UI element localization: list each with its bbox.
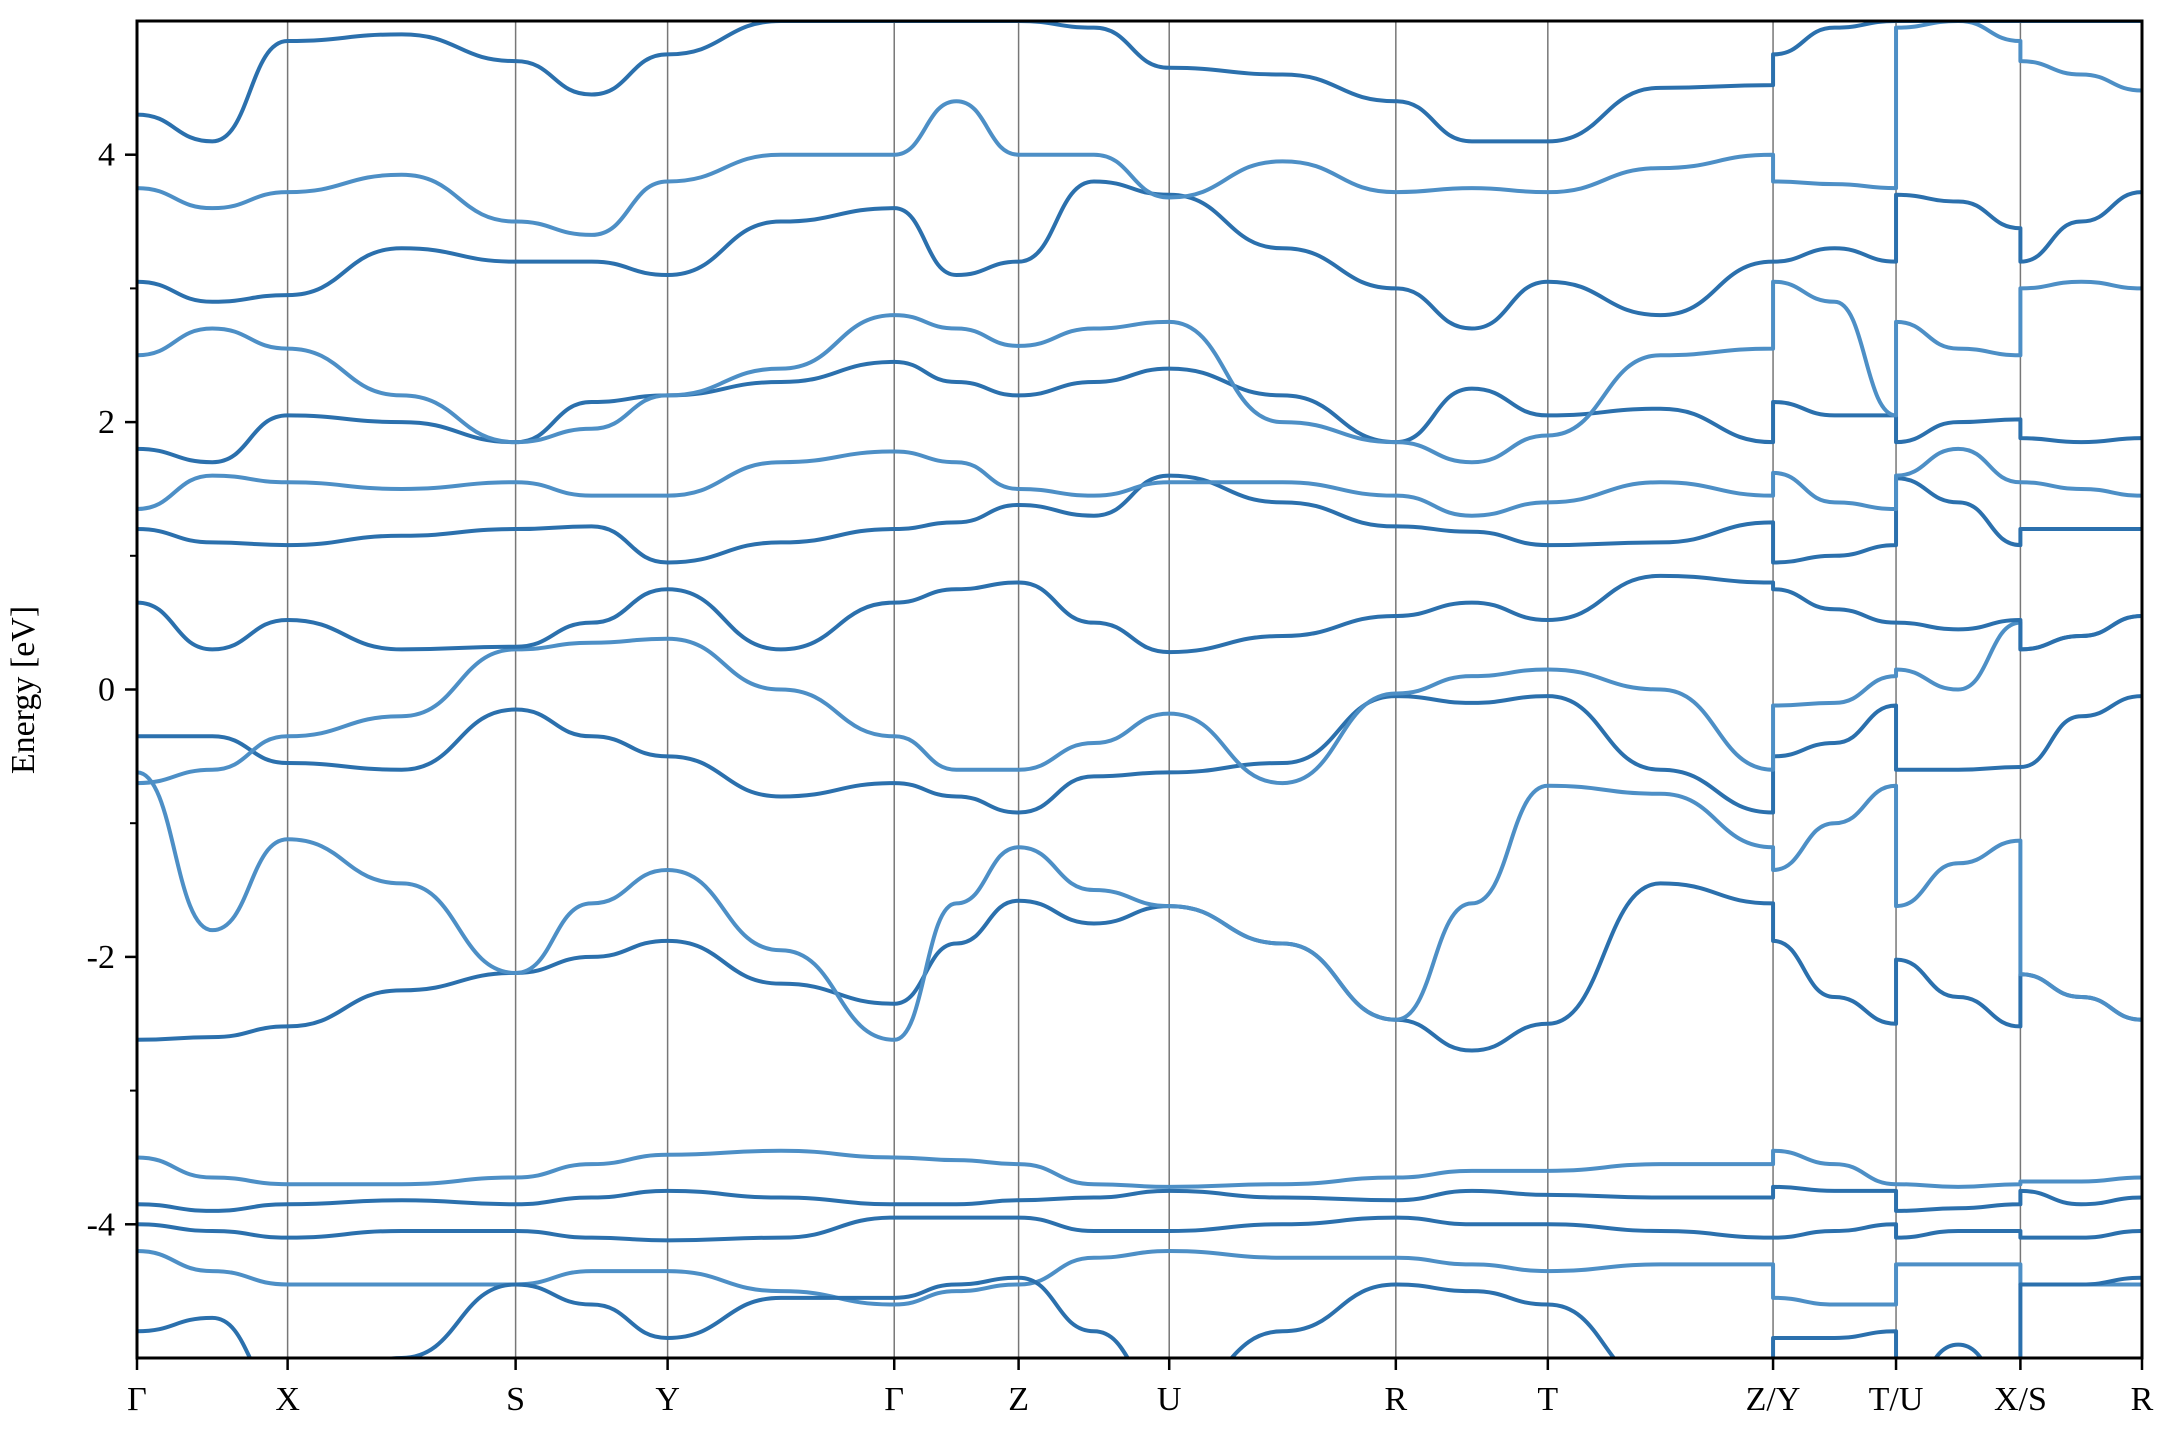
band-line: [137, 179, 2142, 331]
band-line: [137, 1148, 2142, 1189]
x-tick-label: R: [1384, 1381, 1407, 1418]
y-tick-label: 4: [98, 137, 115, 174]
x-tick-label: Z/Y: [1746, 1381, 1801, 1418]
band-line: [137, 694, 2142, 815]
x-tick-label: U: [1157, 1381, 1182, 1418]
band-line: [137, 1184, 2142, 1213]
x-tick-label: Y: [655, 1381, 680, 1418]
grid: [136, 21, 2143, 1358]
x-tick-label: Γ: [127, 1381, 147, 1418]
x-tick-label: T/U: [1869, 1381, 1924, 1418]
axes: Γ X S Y Γ Z U R T Z/Y T/U X/S R -4 -2 0 2 4: [87, 137, 2154, 1418]
band-line: [137, 573, 2142, 655]
band-line: [137, 446, 2142, 518]
band-line: [137, 1249, 2142, 1307]
band-line: [137, 1275, 2142, 1358]
band-line: [137, 21, 2142, 237]
y-axis-label: Energy [eV]: [5, 606, 42, 774]
x-tick-label: S: [506, 1381, 525, 1418]
bands: [137, 21, 2142, 1358]
band-line: [137, 770, 2142, 1042]
y-tick-label: 0: [98, 672, 115, 709]
band-line: [137, 881, 2142, 1053]
band-line: [137, 279, 2142, 465]
y-tick-label: -4: [87, 1206, 115, 1243]
x-tick-label: Z: [1008, 1381, 1029, 1418]
band-line: [137, 1215, 2142, 1243]
band-line: [137, 21, 2142, 144]
x-tick-label: Γ: [884, 1381, 904, 1418]
x-tick-label: X: [275, 1381, 300, 1418]
plot-frame: [135, 19, 2144, 1360]
x-tick-label: X/S: [1994, 1381, 2047, 1418]
y-tick-label: 2: [98, 404, 115, 441]
x-tick-label: R: [2131, 1381, 2154, 1418]
x-tick-label: T: [1537, 1381, 1558, 1418]
band-line: [137, 613, 2142, 786]
y-tick-label: -2: [87, 939, 115, 976]
band-line: [137, 359, 2142, 465]
